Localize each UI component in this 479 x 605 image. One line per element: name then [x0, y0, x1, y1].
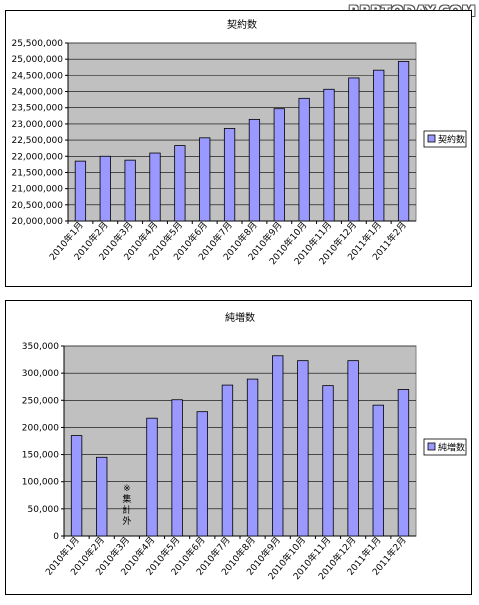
bar: [297, 360, 309, 537]
bar: [221, 384, 234, 537]
y-tick-label: 22,500,000: [11, 136, 63, 146]
contract-count-chart: 契約数 20,000,000 20,500,000 21,000,000 21,500,…: [5, 10, 472, 287]
bar: [397, 61, 410, 222]
y-tick-label: 21,000,000: [11, 185, 63, 195]
bar: [199, 137, 211, 222]
annotation-char: ※: [123, 484, 131, 494]
bar: [196, 411, 208, 537]
y-tick-label: 20,500,000: [11, 201, 63, 211]
annotation-char: 外: [122, 515, 131, 527]
legend-swatch: [427, 442, 436, 451]
y-tick-label: 23,000,000: [11, 120, 63, 130]
y-tick-label: 50,000: [28, 505, 60, 515]
legend-label: 純増数: [438, 442, 465, 454]
bar: [146, 417, 158, 537]
y-tick-label: 300,000: [22, 369, 59, 379]
net-increase-chart: 純増数 0 50,000 100,000 150,000 200,000 250,000 30…: [5, 300, 472, 595]
y-tick-label: 200,000: [22, 423, 59, 433]
plot-area: [67, 42, 417, 222]
bar: [96, 456, 108, 537]
bar: [246, 378, 259, 537]
bar: [273, 108, 285, 222]
legend-label: 契約数: [438, 134, 465, 146]
bar: [397, 389, 410, 537]
legend: 純増数: [423, 438, 467, 456]
legend-swatch: [427, 134, 436, 143]
y-tick-label: 20,000,000: [11, 217, 63, 227]
bar: [272, 355, 284, 537]
y-tick-label: 21,500,000: [11, 168, 63, 178]
bar: [124, 159, 136, 222]
chart-title: 純増数: [225, 311, 255, 324]
y-tick-label: 0: [53, 532, 59, 542]
bar: [322, 385, 334, 537]
bar: [323, 88, 335, 222]
y-tick-label: 350,000: [22, 342, 59, 352]
annotation-char: 計: [122, 504, 131, 516]
bar: [70, 435, 83, 537]
bar: [223, 128, 236, 222]
bar: [149, 152, 161, 222]
bar: [171, 399, 183, 537]
bar: [372, 404, 384, 537]
chart-title: 契約数: [227, 18, 257, 31]
bar: [373, 69, 385, 222]
y-tick-label: 25,000,000: [11, 55, 63, 65]
y-tick-label: 23,500,000: [11, 104, 63, 114]
bar: [248, 118, 261, 222]
y-tick-label: 250,000: [22, 396, 59, 406]
bar: [298, 97, 310, 222]
bar: [347, 360, 359, 537]
bar: [174, 145, 186, 222]
legend: 契約数: [423, 130, 467, 148]
y-tick-label: 100,000: [22, 478, 59, 488]
plot-area: [63, 345, 417, 537]
bar: [74, 160, 87, 222]
y-tick-label: 150,000: [22, 451, 59, 461]
y-tick-label: 24,000,000: [11, 88, 63, 98]
y-tick-label: 22,000,000: [11, 152, 63, 162]
bar: [99, 155, 111, 222]
contract-count-svg: 契約数 20,000,000 20,500,000 21,000,000 21,500,…: [11, 18, 467, 267]
y-tick-label: 24,500,000: [11, 71, 63, 81]
bar: [348, 77, 360, 222]
y-tick-label: 25,500,000: [11, 39, 63, 49]
net-increase-svg: 純増数 0 50,000 100,000 150,000 200,000 250,000 30…: [22, 311, 467, 582]
annotation-char: 集: [122, 493, 131, 505]
